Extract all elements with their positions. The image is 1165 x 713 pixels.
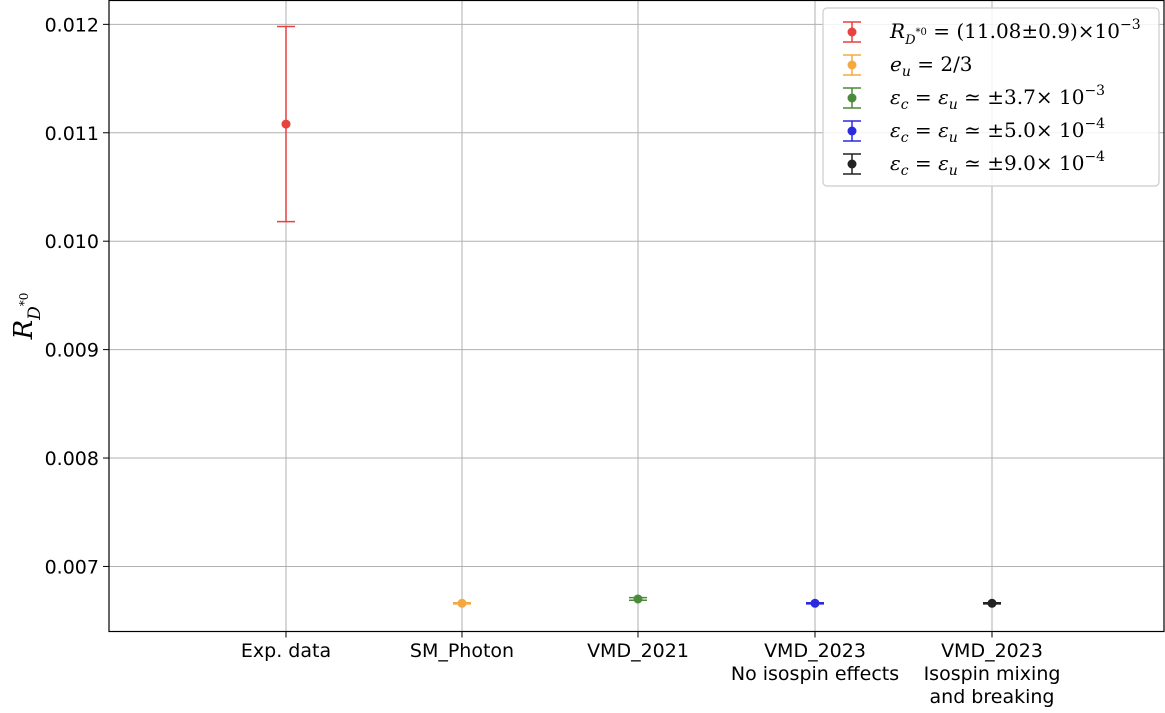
svg-text:RD*0: RD*0 xyxy=(9,293,45,341)
legend-label-exp: RD*0 = (11.08±0.9)×10−3 xyxy=(889,17,1141,48)
legend-marker-dot xyxy=(847,27,857,37)
legend-label-vmd2023a: εc = εu ≃ ±5.0× 10−4 xyxy=(890,116,1105,146)
legend-marker-dot xyxy=(847,159,857,169)
x-tick-label: Exp. data xyxy=(241,640,331,662)
x-tick-label: SM_Photon xyxy=(410,640,514,662)
error-bars xyxy=(277,25,1001,608)
data-point xyxy=(810,598,820,608)
legend-label-vmd2021: εc = εu ≃ ±3.7× 10−3 xyxy=(890,83,1105,113)
y-tick-label: 0.011 xyxy=(45,123,99,145)
plot-frame xyxy=(108,0,1165,633)
data-point xyxy=(281,119,291,129)
y-tick-label: 0.008 xyxy=(45,448,99,470)
y-ticks: 0.007 0.008 0.009 0.010 0.011 0.012 xyxy=(45,14,109,578)
x-tick-label: and breaking xyxy=(930,686,1055,708)
y-tick-label: 0.009 xyxy=(45,340,99,362)
data-point xyxy=(457,598,467,608)
x-tick-label: VMD_2021 xyxy=(587,640,689,662)
legend-marker-dot xyxy=(847,93,857,103)
y-axis-label: RD*0 xyxy=(9,293,45,341)
legend-box xyxy=(822,7,1160,187)
data-point xyxy=(633,594,643,604)
y-tick-label: 0.012 xyxy=(45,14,99,36)
legend-marker-dot xyxy=(847,60,857,70)
y-tick-label: 0.007 xyxy=(45,556,99,578)
y-tick-label: 0.010 xyxy=(45,231,99,253)
x-tick-label: VMD_2023 xyxy=(941,640,1043,662)
x-tick-label: No isospin effects xyxy=(731,663,899,685)
x-tick-label: VMD_2023 xyxy=(764,640,866,662)
legend-label-vmd2023b: εc = εu ≃ ±9.0× 10−4 xyxy=(890,149,1105,179)
x-tick-label: Isospin mixing xyxy=(924,663,1061,685)
legend-marker-dot xyxy=(847,126,857,136)
data-point xyxy=(987,598,997,608)
legend: RD*0 = (11.08±0.9)×10−3 eu = 2/3 εc = εu… xyxy=(822,7,1160,187)
